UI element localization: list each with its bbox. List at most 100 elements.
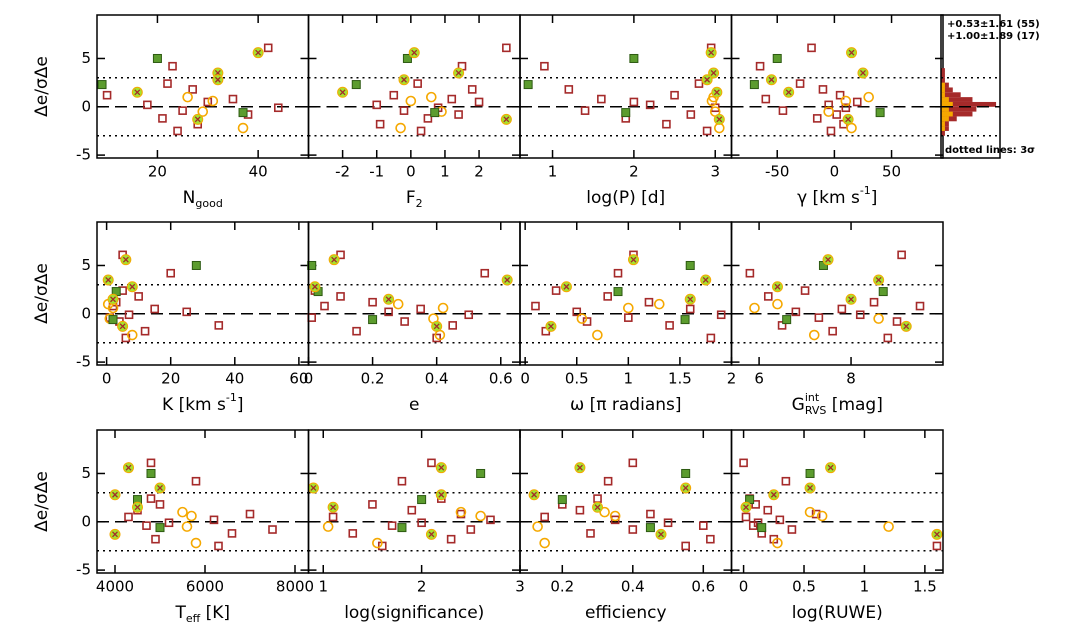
point (597, 94, 606, 104)
point (192, 113, 204, 125)
point (263, 43, 273, 53)
point (430, 108, 440, 118)
point (883, 333, 893, 343)
point (102, 90, 112, 100)
point (540, 512, 549, 522)
histogram-bar (941, 68, 945, 73)
point (771, 281, 783, 293)
x-tick-label: 0.2 (361, 370, 385, 388)
point (665, 321, 674, 330)
point (416, 126, 426, 136)
point (560, 281, 572, 293)
point-cross (438, 491, 445, 498)
x-axis-label: F2 (406, 188, 423, 210)
point (702, 126, 712, 136)
point (783, 86, 795, 98)
point (645, 100, 655, 110)
point (757, 523, 767, 533)
point (711, 86, 723, 98)
point (772, 53, 782, 63)
point (900, 320, 912, 332)
x-tick-label: 0.5 (792, 578, 816, 596)
point (572, 307, 582, 317)
x-tick-label: 40 (249, 163, 268, 181)
point-cross (576, 464, 583, 471)
x-tick-label: 1 (860, 578, 870, 596)
point (629, 53, 639, 63)
plot-frame (730, 221, 944, 366)
point-cross (825, 256, 832, 263)
point-cross (531, 491, 538, 498)
x-axis-label-part: ω [π radians] (570, 395, 682, 415)
point (532, 521, 543, 532)
point (384, 307, 393, 317)
x-axis-label: Ngood (183, 188, 223, 210)
point (655, 528, 667, 540)
point (309, 281, 321, 293)
point (173, 126, 182, 136)
point (624, 313, 633, 322)
x-axis-label: Teff [K] (174, 603, 230, 625)
histogram-bar (941, 77, 945, 83)
point (151, 534, 160, 544)
point (613, 268, 623, 278)
point (694, 79, 704, 88)
point (713, 113, 725, 125)
point (613, 287, 623, 297)
point-cross (401, 76, 407, 83)
point (426, 91, 437, 103)
point (828, 326, 837, 336)
point (811, 509, 821, 519)
x-tick-label: 0.4 (621, 578, 645, 596)
point (681, 468, 691, 478)
point (407, 505, 417, 515)
x-axis-label-part: efficiency (585, 603, 667, 623)
x-axis-label-part: -1 (226, 391, 237, 404)
point (307, 260, 317, 270)
point (328, 512, 338, 522)
point (348, 529, 358, 538)
point (398, 74, 410, 86)
histogram-bar (941, 121, 945, 127)
point (777, 321, 787, 330)
point (804, 482, 816, 494)
point (178, 106, 187, 115)
plot-frame (307, 429, 521, 574)
point (372, 537, 383, 549)
point (680, 315, 690, 325)
point-cross (330, 504, 337, 511)
point (166, 268, 176, 278)
point (190, 537, 202, 549)
point (212, 74, 224, 86)
point (351, 80, 361, 90)
point (146, 468, 156, 478)
point (155, 523, 165, 533)
point (154, 482, 166, 494)
point (417, 518, 426, 528)
point (804, 506, 816, 518)
point-cross (785, 89, 792, 96)
y-tick-label: 0 (81, 97, 91, 115)
point (416, 304, 425, 314)
point (593, 494, 602, 503)
point (273, 103, 283, 113)
point (869, 297, 879, 307)
point (227, 529, 237, 538)
point (237, 122, 249, 134)
point-cross (704, 76, 711, 83)
point-cross (112, 491, 118, 498)
point (397, 476, 407, 486)
point-cross (708, 49, 715, 56)
point (586, 529, 595, 538)
x-tick-label: 2 (417, 578, 427, 596)
point-cross (157, 485, 163, 491)
y-tick-label: 5 (81, 464, 91, 482)
point (875, 108, 885, 118)
point (878, 287, 888, 297)
point-cross (310, 485, 317, 491)
point-cross (702, 277, 709, 283)
x-tick-label: 20 (161, 370, 180, 388)
point (837, 304, 847, 314)
point (791, 307, 801, 317)
y-tick-label: 0 (81, 512, 91, 530)
